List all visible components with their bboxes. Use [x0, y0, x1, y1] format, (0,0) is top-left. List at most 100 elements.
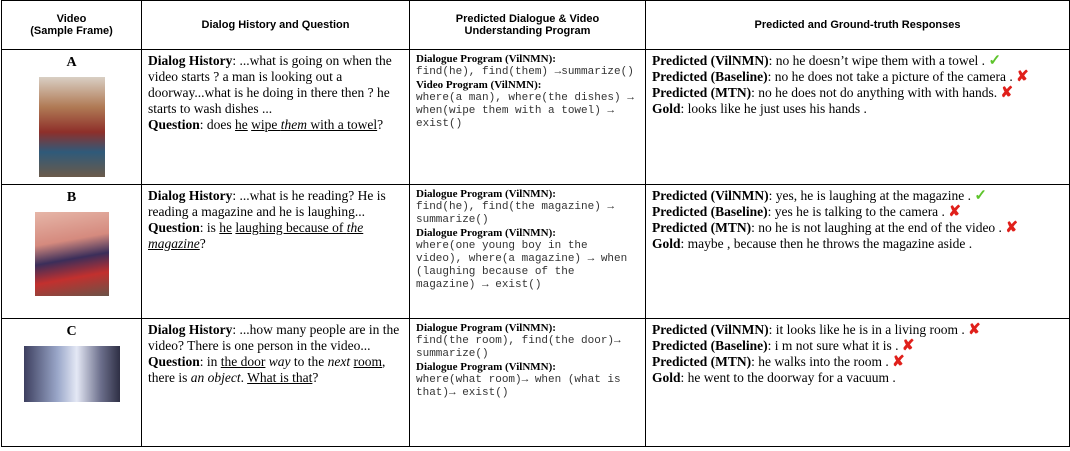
response-cell: Predicted (VilNMN): it looks like he is … — [645, 318, 1070, 447]
response-label: Predicted (Baseline) — [652, 338, 768, 353]
response-cell: Predicted (VilNMN): yes, he is laughing … — [645, 184, 1070, 319]
history-text: : ...how many people are in the video? T… — [148, 322, 400, 353]
video-cell: B — [1, 184, 142, 319]
program-code: find(the room), find(the door)→ summariz… — [416, 335, 621, 360]
response: Gold: looks like he just uses his hands … — [652, 101, 1063, 117]
question-segment: way — [268, 354, 291, 369]
response-label: Predicted (MTN) — [652, 354, 752, 369]
history-label: Dialog History — [148, 53, 233, 68]
header-row: Video (Sample Frame) Dialog History and Q… — [1, 0, 1070, 50]
program-cell: Dialogue Program (VilNMN): find(he), find… — [409, 49, 646, 185]
response: Gold: maybe , because then he throws the… — [652, 236, 1063, 252]
response-label: Predicted (VilNMN) — [652, 53, 769, 68]
response: Predicted (MTN): no he does not do anyth… — [652, 85, 1063, 101]
row-label: A — [66, 55, 77, 70]
history-text: : ...what is he reading? He is reading a… — [148, 188, 386, 219]
response-label: Predicted (VilNMN) — [652, 322, 769, 337]
result-mark: ✘ — [1016, 69, 1029, 85]
table-body: A Dialog History: ...what is going on whe… — [1, 49, 1070, 447]
column-header: Predicted Dialogue & Video Understanding… — [409, 0, 646, 50]
response-cell: Predicted (VilNMN): no he doesn’t wipe t… — [645, 49, 1070, 185]
history-label: Dialog History — [148, 322, 233, 337]
response-label: Predicted (Baseline) — [652, 69, 768, 84]
question-segment: he — [235, 117, 248, 132]
question-segment: with a towel — [307, 117, 378, 132]
response-label: Gold — [652, 370, 681, 385]
question-segment: : is — [199, 220, 220, 235]
response-text: : he walks into the room . — [751, 354, 889, 369]
history-label: Dialog History — [148, 188, 233, 203]
question-segment: What is that — [247, 370, 313, 385]
response: Predicted (Baseline): yes he is talking … — [652, 204, 1063, 220]
response-label: Predicted (VilNMN) — [652, 188, 769, 203]
response: Predicted (MTN): he walks into the room … — [652, 354, 1063, 370]
row-label: C — [66, 324, 77, 339]
result-mark: ✘ — [1005, 220, 1018, 236]
response-text: : no he does not take a picture of the c… — [767, 69, 1013, 84]
result-mark: ✓ — [988, 53, 1002, 69]
response-text: : yes, he is laughing at the magazine . — [768, 188, 972, 203]
response-label: Predicted (MTN) — [652, 85, 752, 100]
response: Predicted (Baseline): i m not sure what … — [652, 338, 1063, 354]
program-code: where(one young boy in the video), where… — [416, 240, 628, 291]
result-mark: ✘ — [901, 338, 915, 354]
table-row: B Dialog History: ...what is he reading? … — [1, 184, 1070, 319]
table-row: C Dialog History: ...how many people are … — [1, 318, 1070, 447]
question-segment: . — [240, 370, 248, 385]
program-label: Video Program (VilNMN): — [416, 79, 542, 91]
program-label: Dialogue Program (VilNMN): — [416, 322, 556, 334]
response-text: : yes he is talking to the camera . — [767, 204, 945, 219]
program-code: find(he), find(them) →summarize() — [416, 66, 634, 78]
question-segment: : in — [199, 354, 221, 369]
row-label: B — [66, 190, 77, 205]
program-code: where(a man), where(the dishes) → when(w… — [416, 92, 634, 130]
result-mark: ✘ — [1000, 85, 1014, 101]
question-segment: them — [280, 117, 308, 132]
response-text: : no he does not do anything with with h… — [751, 85, 998, 100]
response-text: : it looks like he is in a living room . — [768, 322, 965, 337]
response-label: Predicted (Baseline) — [652, 204, 768, 219]
response: Predicted (MTN): no he is not laughing a… — [652, 220, 1063, 236]
response: Predicted (VilNMN): yes, he is laughing … — [652, 188, 1063, 204]
result-mark: ✘ — [948, 204, 961, 220]
program-label: Dialogue Program (VilNMN): — [416, 227, 556, 239]
question-segment: , there is — [148, 354, 386, 385]
response: Predicted (VilNMN): no he doesn’t wipe t… — [652, 53, 1063, 69]
question-segment: an object — [190, 370, 241, 385]
question-label: Question — [148, 117, 200, 132]
question-segment: room — [353, 354, 383, 369]
question-segment: the magazine — [148, 220, 364, 251]
question-segment: wipe — [251, 117, 281, 132]
question-segment: the door — [220, 354, 266, 369]
history-cell: Dialog History: ...how many people are i… — [141, 318, 410, 447]
program-code: where(what room)→ when (what is that)→ e… — [416, 374, 621, 399]
question-segment: ? — [312, 370, 319, 385]
result-mark: ✘ — [968, 322, 981, 338]
response-text: : i m not sure what it is . — [767, 338, 899, 353]
table-row: A Dialog History: ...what is going on whe… — [1, 49, 1070, 185]
column-header: Video (Sample Frame) — [1, 0, 142, 50]
result-mark: ✓ — [974, 188, 987, 204]
response-text: : he went to the doorway for a vacuum . — [680, 370, 896, 385]
program-cell: Dialogue Program (VilNMN): find(the room)… — [409, 318, 646, 447]
column-header: Predicted and Ground-truth Responses — [645, 0, 1070, 50]
question-segment: he — [219, 220, 233, 235]
program-cell: Dialogue Program (VilNMN): find(he), find… — [409, 184, 646, 319]
response-text: : looks like he just uses his hands . — [680, 101, 867, 116]
sample-frame — [23, 346, 120, 402]
result-mark: ✘ — [892, 354, 905, 370]
sample-frame — [38, 77, 105, 177]
question-segment: ? — [377, 117, 384, 132]
response: Predicted (VilNMN): it looks like he is … — [652, 322, 1063, 338]
question-segment: : does — [199, 117, 236, 132]
response-label: Gold — [652, 101, 681, 116]
column-header: Dialog History and Question — [141, 0, 410, 50]
response-text: : no he doesn’t wipe them with a towel . — [768, 53, 986, 68]
program-label: Dialogue Program (VilNMN): — [416, 53, 556, 65]
history-cell: Dialog History: ...what is he reading? H… — [141, 184, 410, 319]
program-label: Dialogue Program (VilNMN): — [416, 188, 556, 200]
question-segment: ? — [199, 236, 206, 251]
response-text: : maybe , because then he throws the mag… — [680, 236, 973, 251]
